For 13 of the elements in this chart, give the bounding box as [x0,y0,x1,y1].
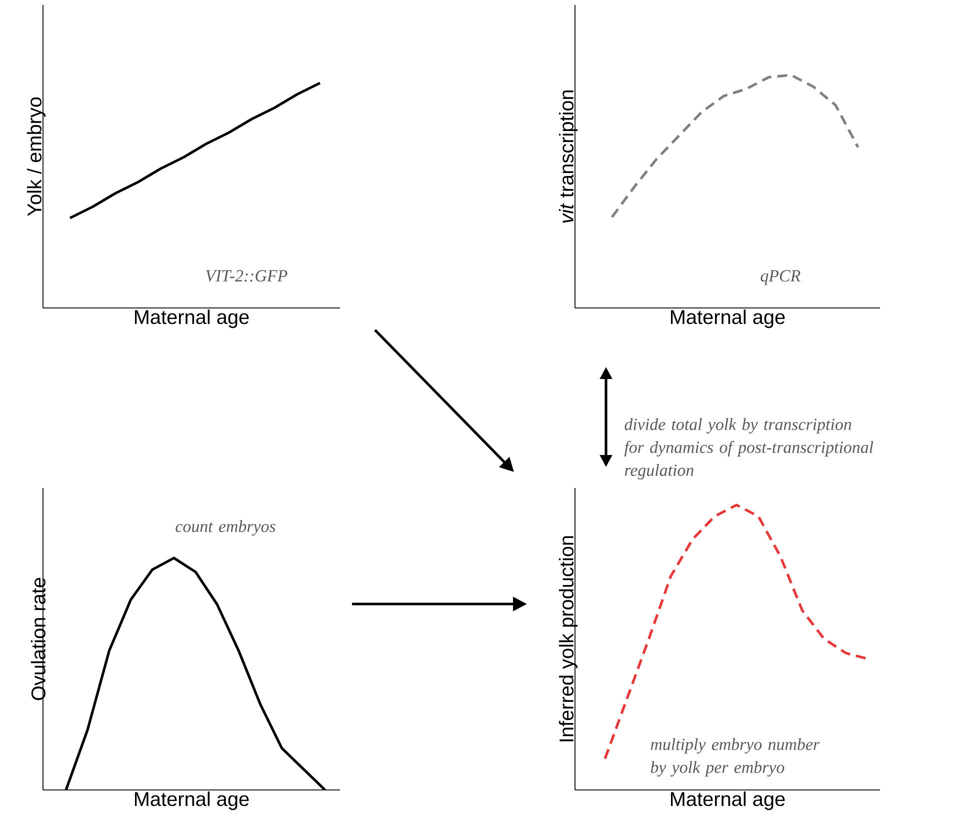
x-axis-title: Maternal age [671,792,785,810]
text: count embryos [176,520,276,536]
x-axis-title: Maternal age [134,310,249,328]
y-axis-title: Ovulation rate [30,578,46,700]
y-axis-title: Inferred yolk production [558,536,578,742]
annotation: qPCR [760,270,800,286]
text: divide total yolk by transcription for dynamics of post-transcriptional regulation [624,418,874,480]
y-axis-title: vit transcription [558,90,578,223]
x-axis-title: Maternal age [135,792,249,810]
annotation: multiply embryo number by yolk per embryo [650,738,820,777]
y-axis-title: Yolk / embryo [26,97,46,216]
annotation: VIT-2::GFP [206,270,288,282]
x-axis-title: Maternal age [671,310,785,328]
